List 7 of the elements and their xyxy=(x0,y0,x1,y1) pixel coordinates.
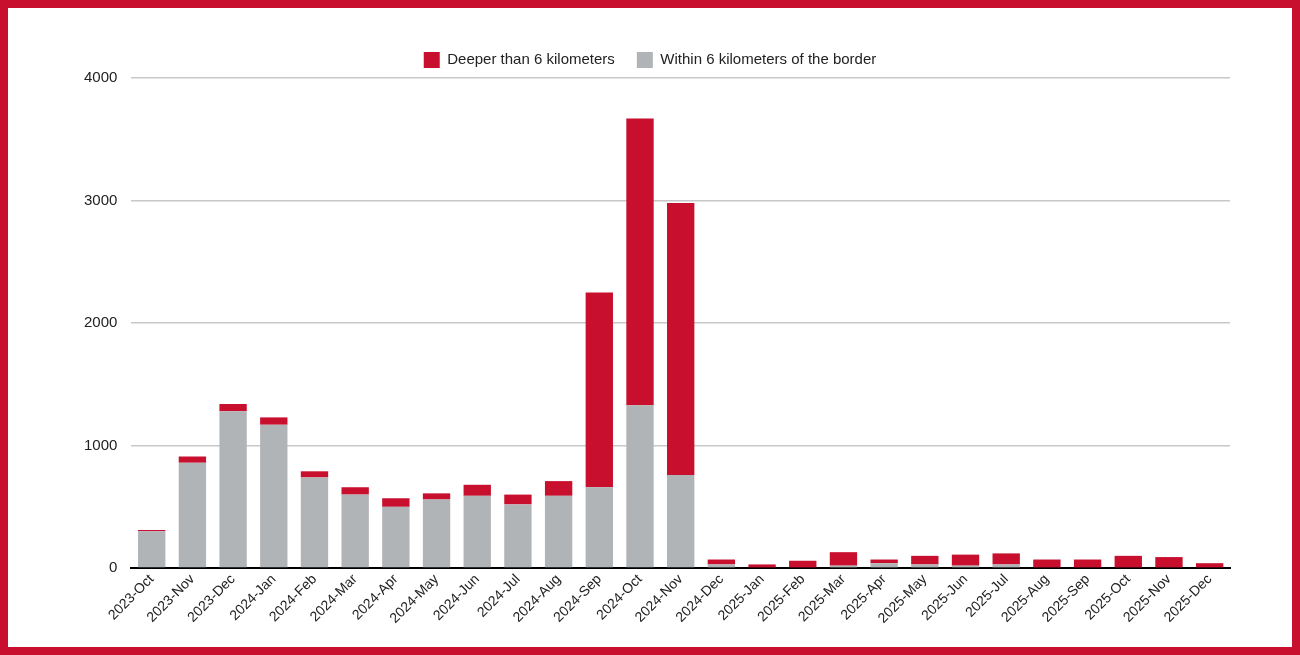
y-tick-label: 2000 xyxy=(83,313,118,331)
y-tick-label: 4000 xyxy=(83,68,118,86)
y-tick-label: 1000 xyxy=(83,435,118,453)
legend-label: Within 6 kilometers of the border xyxy=(660,50,877,68)
y-tick-label: 0 xyxy=(109,558,118,576)
y-tick-label: 3000 xyxy=(83,190,118,208)
legend-label: Deeper than 6 kilometers xyxy=(447,50,615,68)
